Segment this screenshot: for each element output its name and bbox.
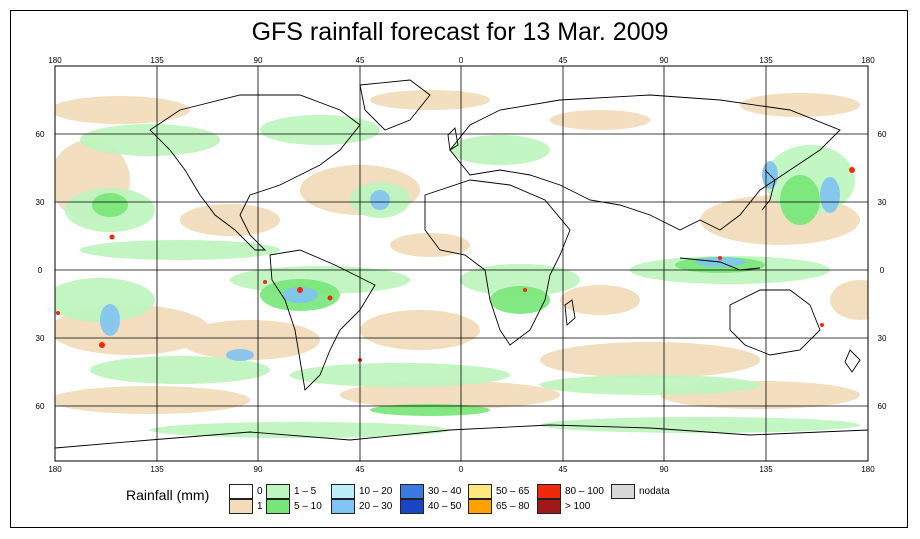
lon-tick-bottom: 90: [254, 465, 263, 474]
lon-tick-top: 180: [48, 56, 62, 65]
lon-tick-bottom: 45: [356, 465, 365, 474]
lon-tick-top: 90: [254, 56, 263, 65]
lon-tick-bottom: 180: [48, 465, 62, 474]
lat-tick-right: 60: [878, 402, 887, 411]
lon-tick-bottom: 45: [559, 465, 568, 474]
map-title: GFS rainfall forecast for 13 Mar. 2009: [251, 18, 669, 46]
lon-tick-top: 180: [861, 56, 875, 65]
rainfall-field: [55, 79, 868, 449]
lon-tick-bottom: 135: [150, 465, 164, 474]
lon-tick-top: 135: [759, 56, 773, 65]
lon-tick-top: 135: [150, 56, 164, 65]
lon-tick-bottom: 180: [861, 465, 875, 474]
lat-tick-right: 30: [878, 334, 887, 343]
map-border: [54, 65, 869, 462]
lon-tick-bottom: 0: [459, 465, 464, 474]
lon-tick-top: 0: [459, 56, 464, 65]
lat-tick-left: 30: [36, 334, 45, 343]
lat-tick-right: 60: [878, 130, 887, 139]
lon-tick-bottom: 135: [759, 465, 773, 474]
lat-tick-left: 60: [36, 130, 45, 139]
lon-tick-top: 45: [559, 56, 568, 65]
lat-tick-left: 0: [38, 266, 43, 275]
figure-frame: [10, 10, 908, 528]
lat-tick-right: 30: [878, 198, 887, 207]
lon-tick-top: 45: [356, 56, 365, 65]
lat-tick-left: 60: [36, 402, 45, 411]
lat-tick-left: 30: [36, 198, 45, 207]
lon-tick-bottom: 90: [660, 465, 669, 474]
graticule: [55, 66, 868, 461]
lon-tick-top: 90: [660, 56, 669, 65]
lat-tick-right: 0: [880, 266, 885, 275]
coastlines: [55, 79, 868, 449]
axis-ticks: 180 135 90 45 0 45 90 135 180 180 135 90…: [36, 56, 887, 474]
